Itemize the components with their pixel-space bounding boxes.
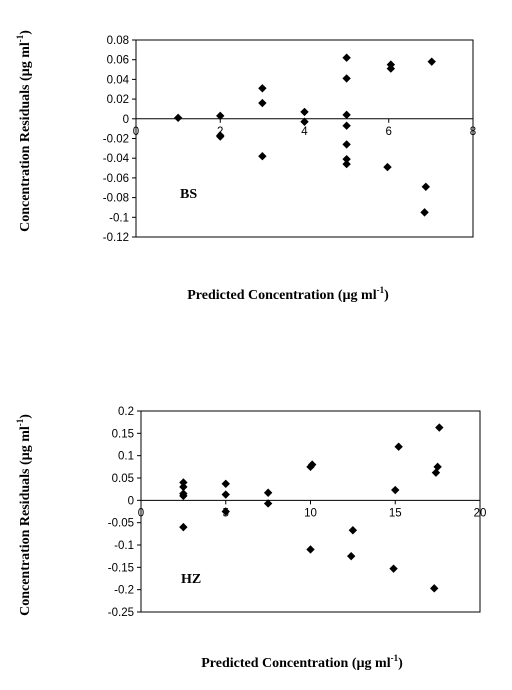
y-tick-label: 0.05 [112, 473, 134, 485]
x-axis-title: Predicted Concentration (µg ml-1) [201, 653, 403, 671]
data-point [258, 98, 267, 108]
plot-area-frame [140, 410, 481, 613]
y-tick-label: -0.15 [108, 562, 134, 574]
data-point [258, 152, 267, 161]
data-point [221, 479, 230, 489]
data-point [391, 485, 400, 495]
y-tick-label: -0.05 [108, 518, 134, 530]
data-point [342, 74, 351, 83]
x-tick-label: 4 [301, 126, 308, 138]
data-points [179, 423, 444, 593]
data-point [420, 208, 429, 217]
y-tick-label: -0.04 [103, 153, 130, 165]
y-tick-label: 0.06 [107, 55, 129, 67]
x-tick-label: 6 [386, 126, 392, 138]
chart-hz: 0.2 0.15 0.1 0.05 0 -0.05 -0.1 -0.15 -0.2 -0.25 0… [15, 406, 486, 671]
data-point [263, 488, 273, 497]
data-point [435, 423, 444, 432]
y-axis-ticks: 0.2 0.15 0.1 0.05 0 -0.05 -0.1 -0.15 -0.2 -0.25 [108, 406, 141, 619]
data-point [216, 111, 225, 121]
x-tick-label: 15 [389, 507, 402, 519]
data-point [342, 140, 351, 149]
data-point [342, 53, 351, 62]
data-point [263, 499, 273, 508]
data-point [342, 154, 351, 164]
x-axis-ticks: 05101520 [138, 500, 487, 519]
data-point [348, 526, 358, 535]
data-point [430, 584, 439, 593]
y-tick-label: -0.1 [114, 540, 134, 552]
y-tick-label: 0 [128, 495, 134, 507]
data-point [221, 490, 230, 499]
data-point [383, 162, 392, 172]
data-point [421, 182, 431, 191]
data-point [389, 564, 398, 573]
data-point [179, 478, 188, 487]
data-point [394, 442, 403, 451]
data-point [346, 551, 356, 561]
y-tick-label: -0.25 [108, 607, 134, 619]
data-points [173, 53, 436, 217]
y-tick-label: 0.2 [118, 406, 134, 418]
y-tick-label: -0.12 [103, 232, 129, 244]
chart-bs: 0.08 0.06 0.04 0.02 0 -0.02 -0.04 -0.06 -0.08 -0.… [15, 30, 476, 303]
y-tick-label: 0 [123, 114, 129, 126]
y-tick-label: 0.1 [118, 451, 134, 463]
data-point [258, 84, 267, 93]
annotation-label: HZ [181, 572, 201, 587]
y-tick-label: -0.06 [103, 173, 129, 185]
y-tick-label: -0.02 [103, 134, 129, 146]
y-tick-label: 0.15 [112, 428, 134, 440]
y-tick-label: -0.08 [103, 193, 129, 205]
y-axis-title: Concentration Residuals (µg ml-1) [15, 414, 33, 616]
y-tick-label: -0.1 [109, 212, 129, 224]
plot-area-frame [135, 39, 474, 238]
data-point [179, 491, 188, 501]
x-tick-label: 0 [133, 126, 139, 138]
y-tick-label: -0.2 [114, 585, 134, 597]
y-axis-title: Concentration Residuals (µg ml-1) [15, 30, 33, 232]
data-point [179, 522, 188, 532]
data-point [173, 113, 183, 123]
data-point [306, 545, 315, 554]
data-point [342, 121, 351, 130]
x-tick-label: 0 [138, 507, 144, 519]
x-tick-label: 20 [474, 507, 487, 519]
y-axis-ticks: 0.08 0.06 0.04 0.02 0 -0.02 -0.04 -0.06 -0.08 -0.… [103, 35, 136, 244]
y-tick-label: 0.08 [107, 35, 129, 47]
data-point [300, 107, 309, 117]
data-point [342, 110, 351, 120]
y-tick-label: 0.04 [107, 74, 130, 86]
data-point [221, 507, 230, 516]
annotation-label: BS [180, 187, 197, 202]
x-axis-title: Predicted Concentration (µg ml-1) [187, 285, 389, 303]
y-tick-label: 0.02 [107, 94, 129, 106]
data-point [300, 117, 309, 126]
data-point [427, 57, 436, 66]
data-point [307, 460, 317, 469]
x-tick-label: 10 [304, 507, 317, 519]
data-point [431, 468, 441, 477]
data-point [179, 482, 188, 492]
data-point [386, 64, 396, 73]
x-tick-label: 8 [470, 126, 476, 138]
data-point [342, 159, 351, 169]
data-point [216, 132, 225, 141]
